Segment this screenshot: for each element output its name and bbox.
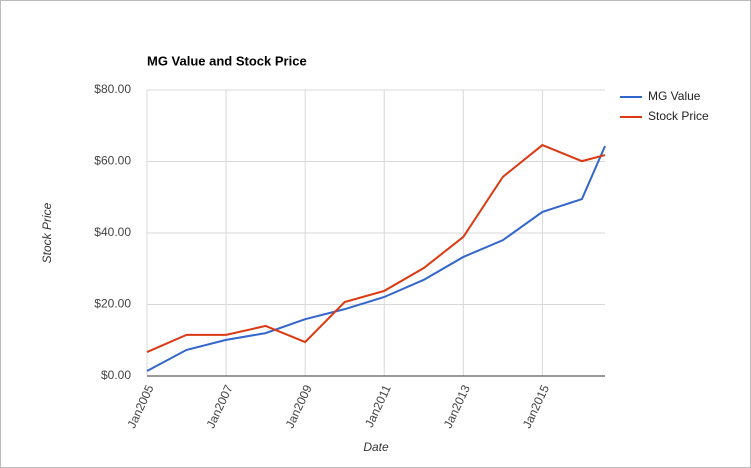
series-line bbox=[146, 143, 606, 353]
y-tick-label: $60.00 bbox=[94, 154, 131, 168]
y-tick-label: $80.00 bbox=[94, 82, 131, 96]
legend-label: MG Value bbox=[648, 89, 701, 103]
legend-label: Stock Price bbox=[648, 109, 709, 123]
y-tick-label: $40.00 bbox=[94, 225, 131, 239]
x-axis-label: Date bbox=[363, 440, 389, 454]
series-line bbox=[146, 145, 606, 372]
y-axis-label: Stock Price bbox=[40, 202, 54, 263]
chart-title: MG Value and Stock Price bbox=[147, 53, 307, 68]
y-tick-label: $20.00 bbox=[94, 297, 131, 311]
y-tick-label: $0.00 bbox=[101, 368, 131, 382]
